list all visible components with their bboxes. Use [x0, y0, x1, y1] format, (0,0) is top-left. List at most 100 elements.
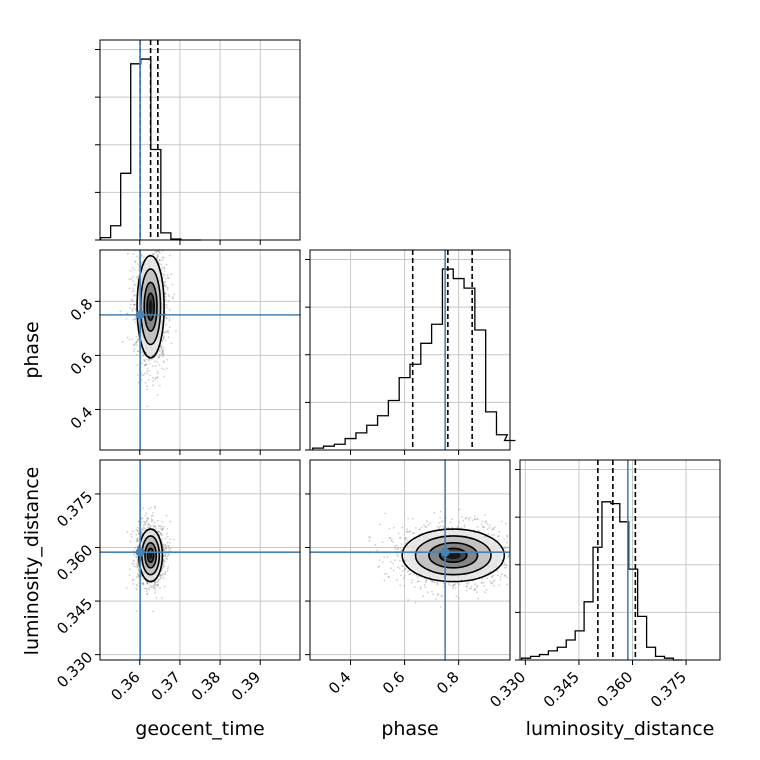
sample-point [161, 338, 164, 341]
sample-point [466, 582, 468, 585]
sample-point [160, 574, 163, 576]
sample-point [165, 330, 167, 333]
sample-point [141, 253, 143, 256]
sample-point [468, 587, 471, 590]
truth-marker [135, 547, 145, 557]
sample-point [161, 528, 164, 530]
sample-point [151, 519, 154, 522]
sample-point [152, 512, 154, 514]
sample-point [136, 546, 139, 548]
sample-point [146, 358, 148, 361]
sample-point [161, 259, 164, 261]
sample-point [465, 585, 468, 588]
sample-point [159, 525, 161, 528]
sample-point [129, 307, 131, 309]
sample-point [162, 546, 165, 549]
sample-point [505, 564, 508, 566]
sample-point [168, 547, 170, 550]
sample-point [487, 532, 490, 535]
sample-point [126, 530, 129, 533]
sample-point [505, 522, 508, 525]
sample-point [145, 520, 148, 523]
sample-point [168, 228, 170, 230]
sample-point [131, 309, 134, 312]
sample-point [149, 256, 152, 259]
sample-point [169, 538, 172, 541]
sample-point [144, 360, 146, 363]
sample-point [145, 588, 148, 590]
sample-point [132, 318, 135, 321]
sample-point [485, 520, 487, 523]
sample-point [168, 553, 170, 556]
sample-point [160, 532, 163, 535]
sample-point [399, 574, 402, 577]
sample-point [531, 562, 533, 564]
sample-point [153, 231, 155, 233]
sample-point [164, 295, 167, 298]
sample-point [498, 530, 501, 533]
sample-point [500, 559, 503, 561]
sample-point [165, 514, 168, 517]
sample-point [397, 532, 400, 535]
sample-point [515, 555, 517, 557]
sample-point [164, 544, 167, 547]
sample-point [430, 580, 433, 583]
sample-point [498, 584, 501, 586]
sample-point [457, 597, 460, 600]
sample-point [473, 589, 476, 591]
contour-line [401, 528, 506, 583]
sample-point [454, 582, 457, 585]
truth-marker [135, 310, 145, 320]
sample-point [145, 226, 147, 228]
sample-point [146, 367, 149, 370]
sample-point [405, 537, 407, 540]
sample-point [161, 528, 164, 531]
sample-point [171, 283, 174, 286]
sample-point [378, 523, 381, 526]
sample-point [156, 254, 159, 256]
sample-point [442, 582, 445, 585]
sample-point [400, 549, 403, 552]
sample-point [164, 553, 167, 556]
sample-point [145, 385, 148, 388]
sample-point [147, 378, 150, 381]
sample-point [157, 250, 160, 253]
sample-point [152, 524, 155, 527]
sample-point [158, 534, 161, 536]
sample-point [136, 539, 139, 542]
sample-point [158, 353, 161, 356]
sample-point [148, 508, 151, 510]
sample-point [144, 381, 147, 384]
sample-point [476, 584, 479, 587]
sample-point [490, 582, 493, 585]
sample-point [131, 290, 134, 293]
sample-point [483, 591, 486, 594]
sample-point [133, 560, 136, 563]
sample-point [153, 244, 155, 246]
sample-point [137, 338, 139, 341]
sample-point [158, 251, 161, 254]
sample-point [142, 241, 144, 243]
sample-point [136, 255, 138, 258]
sample-point [422, 595, 425, 598]
sample-point [137, 339, 140, 342]
sample-point [513, 538, 515, 540]
sample-point [461, 516, 464, 518]
sample-point [493, 528, 496, 531]
sample-point [488, 527, 491, 529]
sample-point [154, 586, 157, 589]
sample-point [145, 363, 148, 366]
sample-point [158, 350, 161, 352]
y-tick-label: 0.4 [67, 403, 97, 433]
sample-point [146, 405, 148, 408]
sample-point [427, 524, 430, 526]
sample-point [165, 547, 168, 550]
sample-point [135, 610, 138, 612]
sample-point [132, 578, 135, 581]
sample-point [143, 360, 146, 362]
sample-point [167, 545, 170, 548]
sample-point [161, 567, 164, 570]
sample-point [133, 303, 136, 306]
sample-point [464, 517, 467, 520]
sample-point [141, 236, 143, 238]
